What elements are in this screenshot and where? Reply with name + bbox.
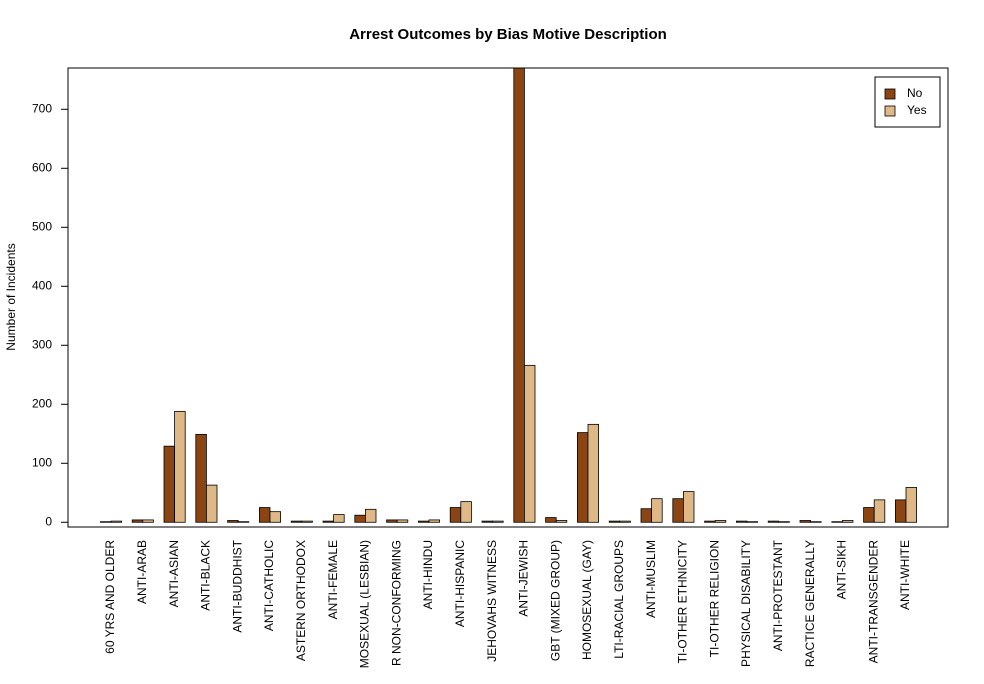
bar — [895, 499, 907, 523]
bar — [513, 68, 525, 523]
bar — [524, 364, 536, 523]
y-tick-label: 400 — [32, 278, 52, 292]
x-tick-label: ANTI-CATHOLIC — [262, 540, 276, 631]
y-tick-label: 0 — [45, 514, 52, 528]
bar — [778, 521, 790, 523]
bar — [460, 501, 472, 523]
bar — [110, 520, 123, 523]
plot-frame — [67, 67, 949, 528]
x-tick-label: ANTI-BLACK — [199, 540, 213, 611]
x-tick-label: ANTI-MUSLIM — [644, 540, 658, 618]
bar — [428, 519, 441, 523]
x-tick-label: ANTI-HISPANIC — [453, 540, 467, 627]
x-tick-label: R NON-CONFORMING — [389, 540, 403, 666]
y-tick-label: 700 — [32, 101, 52, 115]
bar — [100, 521, 112, 523]
bar — [386, 519, 398, 523]
bar — [577, 432, 589, 523]
bar — [608, 520, 621, 523]
x-tick-label: TI-OTHER RELIGION — [707, 540, 721, 657]
bars — [100, 68, 918, 523]
bar — [555, 520, 568, 523]
bar — [905, 487, 918, 523]
bar — [301, 520, 313, 523]
bar — [863, 507, 875, 523]
x-tick-label: RACTICE GENERALLY — [803, 540, 817, 667]
x-tick-label: ANTI-PROTESTANT — [771, 539, 785, 651]
x-tick-label: JEHOVAHS WITNESS — [485, 540, 499, 662]
bar — [831, 521, 843, 523]
bar — [492, 520, 504, 523]
legend-swatch — [884, 88, 896, 100]
bar — [714, 520, 727, 523]
x-tick-label: MOSEXUAL (LESBIAN) — [358, 540, 372, 668]
bar — [227, 520, 239, 523]
bar — [842, 520, 854, 523]
x-tick-label: LTI-RACIAL GROUPS — [612, 540, 626, 659]
legend-label: Yes — [907, 103, 927, 117]
bar — [545, 517, 557, 523]
legend-box — [874, 76, 941, 128]
bar — [672, 498, 684, 523]
bar — [322, 520, 335, 523]
x-tick-label: ANTI-BUDDHIST — [230, 539, 244, 632]
bar — [799, 520, 812, 523]
bar — [269, 511, 282, 523]
y-tick-label: 500 — [32, 219, 52, 233]
x-tick-label: ANTI-TRANSGENDER — [866, 540, 880, 664]
bar — [237, 521, 250, 523]
bar — [174, 410, 186, 523]
y-tick-label: 100 — [32, 455, 52, 469]
x-tick-label: ANTI-WHITE — [898, 540, 912, 610]
bar — [767, 520, 780, 523]
bar — [449, 507, 462, 523]
bar — [354, 514, 366, 523]
x-tick-label: HOMOSEXUAL (GAY) — [580, 540, 594, 660]
bar — [746, 521, 759, 523]
bar — [290, 520, 303, 523]
legend-swatch — [884, 105, 896, 117]
y-tick-label: 600 — [32, 160, 52, 174]
bar — [873, 499, 886, 523]
bar — [810, 521, 822, 523]
x-tick-label: PHYSICAL DISABILITY — [739, 540, 753, 667]
x-tick-label: ANTI-JEWISH — [517, 540, 531, 617]
chart-title: Arrest Outcomes by Bias Motive Descripti… — [349, 26, 667, 43]
x-tick-label: ANTI-SIKH — [835, 540, 849, 599]
bar — [131, 519, 144, 523]
x-tick-label: ANTI-HINDU — [421, 540, 435, 609]
bar — [333, 514, 345, 523]
bar — [481, 520, 494, 523]
x-tick-label: ANTI-ASIAN — [167, 540, 181, 607]
bar — [195, 433, 207, 523]
x-tick-label: 60 YRS AND OLDER — [103, 540, 117, 654]
bar — [364, 508, 377, 523]
bar — [704, 520, 716, 523]
legend-label: No — [907, 86, 923, 100]
x-tick-label: GBT (MIXED GROUP) — [548, 540, 562, 661]
y-axis-label: Number of Incidents — [4, 243, 18, 350]
bar — [142, 519, 154, 523]
bar — [258, 507, 271, 523]
bar — [683, 491, 695, 523]
bar — [736, 520, 748, 523]
y-tick-label: 200 — [32, 396, 52, 410]
x-tick-label: ANTI-ARAB — [135, 540, 149, 604]
bar — [417, 520, 430, 523]
bar — [619, 520, 631, 523]
x-tick-label: ASTERN ORTHODOX — [294, 540, 308, 661]
bar — [163, 445, 176, 523]
x-tick-label: ANTI-FEMALE — [326, 540, 340, 619]
bar — [205, 484, 218, 523]
bar — [396, 519, 409, 523]
bar — [651, 498, 663, 523]
bar — [640, 508, 653, 523]
y-tick-label: 300 — [32, 337, 52, 351]
bar — [587, 423, 600, 523]
x-tick-label: TI-OTHER ETHNICITY — [676, 540, 690, 663]
